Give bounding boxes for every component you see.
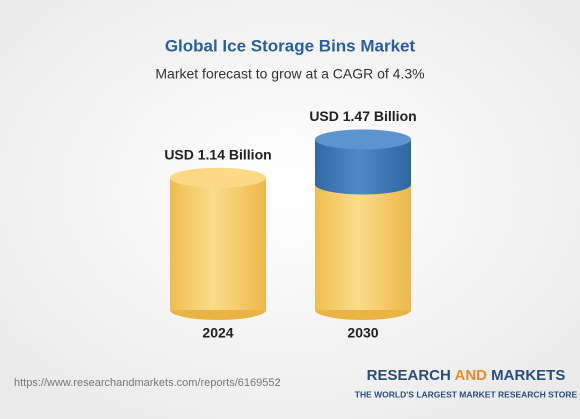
logo: RESEARCH AND MARKETS: [367, 367, 566, 384]
chart-title: Global Ice Storage Bins Market: [165, 36, 416, 55]
cylinder-top: [315, 129, 411, 150]
logo-tagline: THE WORLD'S LARGEST MARKET RESEARCH STOR…: [355, 389, 578, 399]
value-label: USD 1.47 Billion: [309, 108, 416, 124]
cylinder-band: [315, 139, 411, 195]
cylinder-top: [170, 167, 266, 188]
x-tick-label: 2030: [347, 325, 378, 341]
logo-part: MARKETS: [491, 367, 565, 384]
bar: [170, 177, 266, 310]
value-label: USD 1.14 Billion: [164, 146, 271, 162]
x-tick-label: 2024: [202, 325, 233, 341]
logo-part: RESEARCH: [367, 367, 451, 384]
source-url[interactable]: https://www.researchandmarkets.com/repor…: [14, 377, 281, 389]
chart-subtitle: Market forecast to grow at a CAGR of 4.3…: [155, 66, 424, 82]
logo-part: AND: [454, 367, 487, 384]
